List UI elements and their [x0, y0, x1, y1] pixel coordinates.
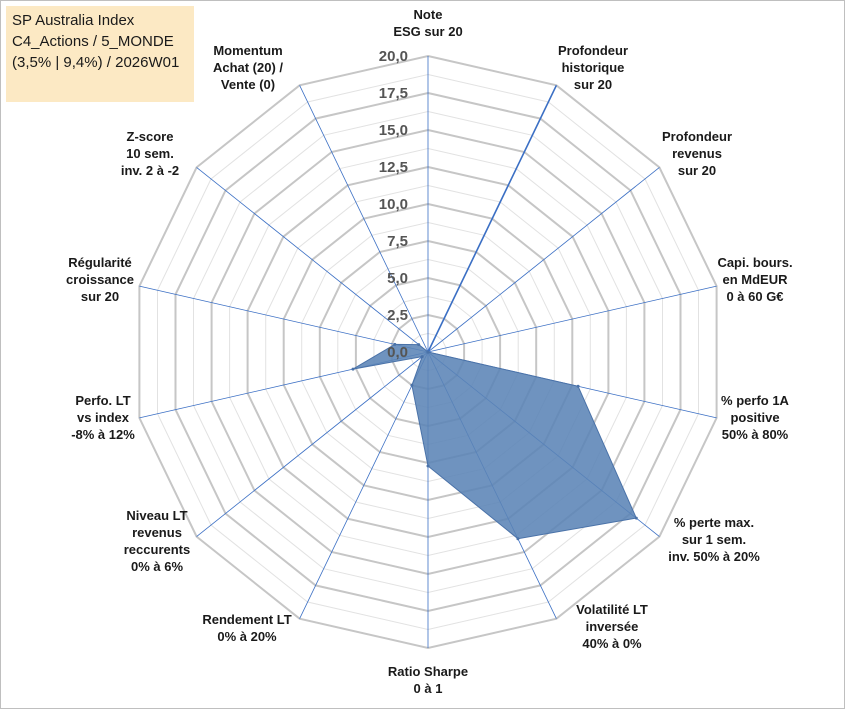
radar-axis-label-line: Perfo. LT	[75, 393, 130, 408]
radar-axis-label-line: vs index	[77, 410, 130, 425]
radar-axis-label: Ratio Sharpe 0 à 1	[388, 664, 468, 696]
radar-axis-label-line: Ratio Sharpe	[388, 664, 468, 679]
radar-axis-label-line: reccurents	[124, 542, 190, 557]
radar-axis-label-line: % perte max.	[674, 515, 754, 530]
radar-axis-label-line: 0 à 1	[414, 681, 443, 696]
radar-spoke	[299, 85, 429, 353]
radar-axis-label: Note ESG sur 20	[393, 7, 462, 39]
chart-title-line-3: (3,5% | 9,4%) / 2026W01	[12, 54, 180, 71]
radar-axis-label-line: revenus	[672, 146, 722, 161]
radar-tick-label: 20,0	[379, 48, 408, 65]
radar-axis-label-line: 10 sem.	[126, 146, 174, 161]
radar-series	[351, 342, 638, 541]
radar-axis-label-line: 40% à 0%	[582, 636, 642, 651]
radar-spoke	[139, 285, 429, 353]
radar-axis-label-line: Volatilité LT	[576, 602, 648, 617]
radar-axis-label-line: inv. 50% à 20%	[668, 549, 760, 564]
radar-axis-label: Profondeur historique sur 20	[558, 43, 628, 92]
radar-spoke	[427, 285, 717, 353]
radar-spoke	[427, 84, 558, 353]
radar-axis-label-line: 0% à 6%	[131, 559, 183, 574]
radar-point	[576, 384, 580, 388]
radar-axis-label-line: Achat (20) /	[213, 60, 283, 75]
radar-axis-label-line: -8% à 12%	[71, 427, 135, 442]
radar-axis-label-line: Momentum	[213, 43, 282, 58]
radar-spoke	[196, 351, 429, 537]
radar-spoke	[299, 351, 429, 619]
radar-axis-label: Momentum Achat (20) / Vente (0)	[213, 43, 283, 92]
radar-axis-label-line: en MdEUR	[723, 272, 789, 287]
radar-axis-label-line: positive	[730, 410, 779, 425]
radar-point	[426, 464, 430, 468]
radar-tick-label: 7,5	[387, 233, 408, 250]
radar-axis-label-line: Profondeur	[662, 129, 732, 144]
radar-axis-label-line: 0% à 20%	[217, 629, 277, 644]
radar-point	[426, 350, 430, 354]
radar-tick-label: 0,0	[387, 344, 408, 361]
radar-point	[351, 367, 355, 371]
radar-axis-label-line: sur 20	[574, 77, 612, 92]
radar-axis-label-line: inversée	[586, 619, 639, 634]
radar-axis-label: Profondeur revenus sur 20	[662, 129, 732, 178]
radar-tick-label: 2,5	[387, 307, 408, 324]
radar-axis-label-line: Niveau LT	[126, 508, 187, 523]
radar-axis-label: Capi. bours. en MdEUR 0 à 60 G€	[717, 255, 792, 304]
radar-axis-label: Régularité croissance sur 20	[66, 255, 134, 304]
radar-axis-label: Perfo. LT vs index -8% à 12%	[71, 393, 135, 442]
radar-axis-label-line: 0 à 60 G€	[726, 289, 783, 304]
radar-tick-labels: 0,0 2,5 5,0 7,5 10,0 12,5 15,0 17,5 20,0	[379, 48, 408, 361]
radar-axis-label: % perfo 1A positive 50% à 80%	[721, 393, 790, 442]
radar-axis-label: Rendement LT 0% à 20%	[202, 612, 291, 644]
radar-axis-label-line: Z-score	[127, 129, 174, 144]
radar-axis-label-line: ESG sur 20	[393, 24, 462, 39]
radar-axis-label-line: sur 20	[81, 289, 119, 304]
radar-axis-label-line: sur 1 sem.	[682, 532, 746, 547]
radar-spoke	[196, 167, 429, 353]
radar-point	[393, 342, 397, 346]
radar-tick-label: 10,0	[379, 196, 408, 213]
radar-tick-label: 15,0	[379, 122, 408, 139]
radar-axis-label-line: Capi. bours.	[717, 255, 792, 270]
radar-point	[634, 516, 638, 520]
radar-point	[420, 355, 424, 359]
radar-point	[410, 383, 414, 387]
radar-tick-label: 17,5	[379, 85, 408, 102]
chart-title-box: SP Australia Index C4_Actions / 5_MONDE …	[6, 6, 194, 102]
radar-axis-label-line: sur 20	[678, 163, 716, 178]
radar-axis-label-line: revenus	[132, 525, 182, 540]
radar-axis-label-line: historique	[562, 60, 625, 75]
radar-axis-label-line: Régularité	[68, 255, 132, 270]
radar-axis-label-line: Vente (0)	[221, 77, 275, 92]
radar-axis-label: Volatilité LT inversée 40% à 0%	[576, 602, 648, 651]
radar-axis-label-line: Profondeur	[558, 43, 628, 58]
radar-series-area	[352, 343, 638, 540]
chart-title-line-2: C4_Actions / 5_MONDE	[12, 33, 174, 50]
radar-axis-label-line: Rendement LT	[202, 612, 291, 627]
radar-axis-label-line: inv. 2 à -2	[121, 163, 179, 178]
radar-spoke	[427, 167, 660, 353]
radar-axis-labels: Note ESG sur 20 Profondeur historique sur 20…	[66, 7, 793, 696]
radar-axis-label: % perte max. sur 1 sem. inv. 50% à 20%	[668, 515, 760, 564]
radar-axis-label-line: Note	[414, 7, 443, 22]
radar-tick-label: 12,5	[379, 159, 408, 176]
radar-axis-label-line: % perfo 1A	[721, 393, 790, 408]
radar-point	[417, 343, 421, 347]
radar-axis-label: Z-score 10 sem. inv. 2 à -2	[121, 129, 179, 178]
radar-point	[516, 537, 520, 541]
radar-axis-label-line: croissance	[66, 272, 134, 287]
chart-title-line-1: SP Australia Index	[12, 12, 135, 29]
radar-axis-label: Niveau LT revenus reccurents 0% à 6%	[124, 508, 190, 574]
radar-tick-label: 5,0	[387, 270, 408, 287]
radar-axis-label-line: 50% à 80%	[722, 427, 789, 442]
